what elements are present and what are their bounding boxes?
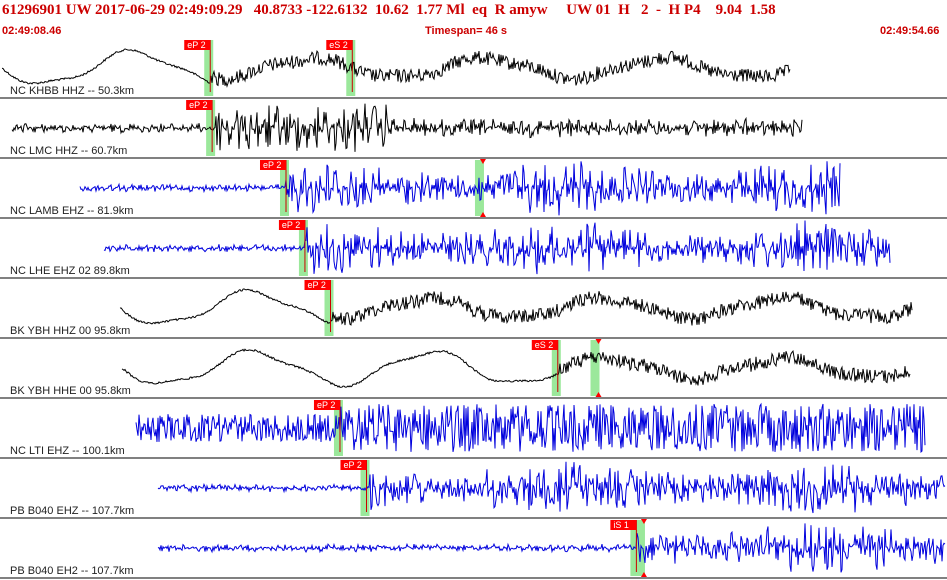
seismogram-panel[interactable]: eP 2 eS 2 NC KHBB HHZ -- 50.3km eP 2 NC LMC … bbox=[0, 38, 947, 580]
phase-pick[interactable]: eP 2 bbox=[186, 100, 213, 152]
pick-window bbox=[346, 40, 356, 96]
arrival-tick-top bbox=[595, 339, 602, 344]
waveform bbox=[157, 523, 946, 573]
pick-label: eP 2 bbox=[263, 160, 281, 170]
phase-pick[interactable]: eP 2 bbox=[340, 460, 367, 512]
trace-label: BK YBH HHE 00 95.8km bbox=[10, 385, 131, 397]
timespan-label: Timespan= 46 s bbox=[425, 25, 508, 37]
phase-pick[interactable]: eP 2 bbox=[278, 220, 306, 272]
trace-label: NC LTI EHZ -- 100.1km bbox=[10, 445, 125, 457]
phase-pick[interactable]: eS 2 bbox=[531, 340, 559, 392]
pick-label: iS 1 bbox=[613, 520, 629, 530]
trace-row[interactable]: eP 2 PB B040 EHZ -- 107.7km bbox=[0, 460, 947, 519]
start-time: 02:49:08.46 bbox=[2, 25, 62, 37]
trace-label: NC LAMB EHZ -- 81.9km bbox=[10, 205, 133, 217]
phase-pick[interactable]: iS 1 bbox=[610, 520, 637, 572]
arrival-tick-bottom bbox=[640, 572, 647, 577]
trace-label: NC LHE EHZ 02 89.8km bbox=[10, 265, 130, 277]
pick-label: eS 2 bbox=[329, 40, 348, 50]
arrival-tick-bottom bbox=[479, 212, 486, 217]
trace-row[interactable]: eP 2 NC LAMB EHZ -- 81.9km bbox=[0, 159, 947, 219]
trace-row[interactable]: eP 2 BK YBH HHZ 00 95.8km bbox=[0, 280, 947, 339]
pick-label-box bbox=[531, 340, 558, 350]
phase-pick[interactable]: eP 2 bbox=[184, 40, 211, 92]
phase-pick[interactable]: eS 2 bbox=[326, 40, 353, 92]
phase-pick[interactable]: eP 2 bbox=[259, 160, 287, 212]
end-time: 02:49:54.66 bbox=[880, 25, 940, 37]
pick-label-box bbox=[278, 220, 305, 230]
trace-row[interactable]: eP 2 NC LMC HHZ -- 60.7km bbox=[0, 100, 947, 159]
trace-row[interactable]: eP 2 NC LTI EHZ -- 100.1km bbox=[0, 400, 947, 459]
waveform bbox=[1, 48, 791, 88]
arrival-tick-bottom bbox=[595, 392, 602, 397]
pick-label: eP 2 bbox=[343, 460, 361, 470]
waveform bbox=[135, 402, 926, 454]
pick-label-box bbox=[313, 400, 340, 410]
pick-label: eP 2 bbox=[308, 280, 326, 290]
pick-label-box bbox=[259, 160, 286, 170]
pick-label-box bbox=[340, 460, 367, 470]
pick-label: eP 2 bbox=[187, 40, 205, 50]
pick-label-box bbox=[184, 40, 211, 50]
trace-row[interactable]: eS 2 BK YBH HHE 00 95.8km bbox=[0, 339, 947, 399]
pick-label: eP 2 bbox=[189, 100, 207, 110]
trace-label: NC KHBB HHZ -- 50.3km bbox=[10, 85, 134, 97]
pick-label-box bbox=[610, 520, 637, 530]
waveform bbox=[157, 461, 946, 514]
pick-window bbox=[590, 340, 600, 396]
event-title: 61296901 UW 2017-06-29 02:49:09.29 40.87… bbox=[2, 2, 776, 18]
pick-label-box bbox=[304, 280, 331, 290]
trace-label: BK YBH HHZ 00 95.8km bbox=[10, 325, 130, 337]
pick-label-box bbox=[326, 40, 353, 50]
phase-pick[interactable]: eP 2 bbox=[313, 400, 341, 452]
pick-label-box bbox=[186, 100, 213, 110]
arrival-tick-top bbox=[640, 519, 647, 524]
trace-row[interactable]: eP 2 NC LHE EHZ 02 89.8km bbox=[0, 220, 947, 279]
phase-pick[interactable]: eP 2 bbox=[304, 280, 332, 332]
waveform bbox=[11, 103, 803, 152]
trace-row[interactable]: iS 1 PB B040 EH2 -- 107.7km bbox=[0, 519, 947, 579]
trace-label: PB B040 EH2 -- 107.7km bbox=[10, 565, 134, 577]
arrival-tick-top bbox=[479, 159, 486, 164]
pick-label: eP 2 bbox=[317, 400, 335, 410]
event-header: 61296901 UW 2017-06-29 02:49:09.29 40.87… bbox=[0, 0, 947, 22]
pick-window bbox=[279, 160, 289, 216]
pick-label: eP 2 bbox=[282, 220, 300, 230]
trace-row[interactable]: eP 2 eS 2 NC KHBB HHZ -- 50.3km bbox=[0, 40, 947, 99]
trace-label: PB B040 EHZ -- 107.7km bbox=[10, 505, 134, 517]
trace-label: NC LMC HHZ -- 60.7km bbox=[10, 145, 127, 157]
pick-window bbox=[298, 220, 308, 276]
waveform bbox=[103, 220, 891, 275]
pick-window bbox=[204, 40, 214, 96]
waveform bbox=[79, 161, 841, 216]
pick-label: eS 2 bbox=[535, 340, 554, 350]
waveform bbox=[121, 348, 911, 388]
pick-window bbox=[551, 340, 561, 396]
pick-window bbox=[324, 280, 334, 336]
waveform bbox=[119, 288, 913, 326]
